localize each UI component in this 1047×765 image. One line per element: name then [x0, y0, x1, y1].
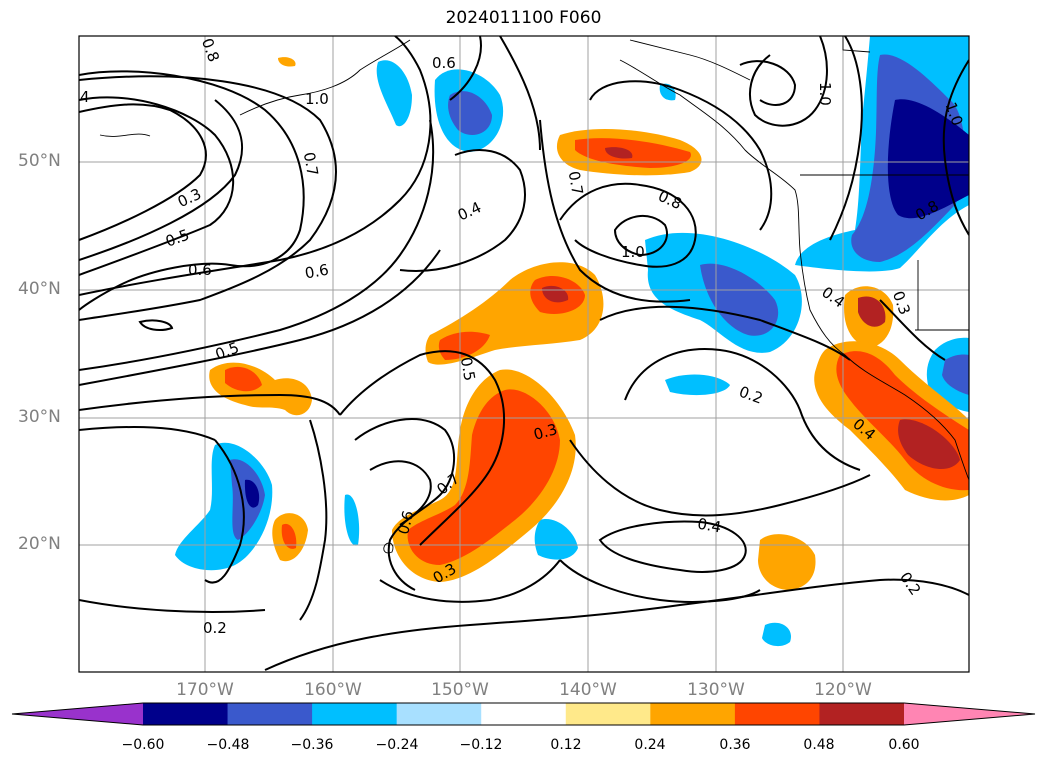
colorbar-tick-label: −0.60 [121, 737, 165, 753]
colorbar-tick-label: −0.24 [375, 737, 419, 753]
contour-label: 0.2 [203, 619, 227, 637]
colorbar-segment [312, 703, 398, 725]
warm-anomaly-socal-darkcore [898, 419, 960, 470]
lat-label: 20°N [18, 534, 61, 554]
contour-label: 0.4 [696, 515, 723, 537]
warm-anomaly-dot-1 [278, 57, 296, 67]
warm-anomaly-west-fill [438, 331, 490, 360]
colorbar [11, 702, 1036, 726]
map-title: 2024011100 F060 [445, 8, 602, 28]
warm-anomaly-west [209, 362, 312, 416]
warm-anomaly-north-core [575, 138, 691, 168]
colorbar-segment [227, 703, 313, 725]
contour-label: 1.0 [305, 90, 329, 108]
colorbar-tick-label: 0.48 [803, 737, 835, 753]
lon-label: 170°W [176, 680, 234, 700]
lat-label: 40°N [18, 279, 61, 299]
graticule [79, 36, 969, 672]
anomaly-fills [175, 36, 969, 647]
colorbar-tick-label: −0.48 [206, 737, 250, 753]
cool-anomaly-small-2 [534, 519, 578, 560]
colorbar-tick-label: 0.60 [888, 737, 920, 753]
colorbar-tick-label: 0.12 [550, 737, 582, 753]
contour-label: 0.6 [303, 261, 330, 283]
colorbar-segment [650, 703, 736, 725]
colorbar-segment [481, 703, 567, 725]
lat-label: 50°N [18, 151, 61, 171]
warm-anomaly-south [758, 534, 816, 590]
cool-anomaly-ne-core [887, 99, 969, 219]
contour-label: 4 [80, 88, 90, 106]
contour-label: 0.4 [818, 283, 848, 311]
cool-anomaly-small-1 [344, 494, 360, 546]
contour-label: 0.5 [457, 356, 479, 383]
contour-label: 0.2 [896, 569, 924, 599]
contour-lines [79, 36, 969, 671]
colorbar-segment [565, 703, 651, 725]
map-plot: 0.8 0.6 1.0 1.0 1.0 0.7 0.3 0.5 0.6 0.6 … [78, 35, 970, 673]
contour-label: 0.6 [432, 54, 456, 72]
cool-anomaly-small-4 [762, 622, 791, 647]
map-frame [78, 35, 970, 673]
warm-anomaly-small-1-core [281, 523, 297, 549]
cool-anomaly-east-coast-core [942, 354, 969, 395]
contour-label: 0.5 [163, 226, 192, 251]
contour-label: 0.8 [655, 187, 684, 213]
colorbar-segment [396, 703, 482, 725]
contour-label: 0.6 [188, 261, 212, 279]
lat-label: 30°N [18, 407, 61, 427]
colorbar-tick-label: 0.36 [719, 737, 751, 753]
contour-label: 0.6 [394, 509, 418, 537]
coastlines [99, 36, 969, 554]
cool-anomaly-aleutian [376, 60, 412, 127]
colorbar-segment [143, 703, 229, 725]
contour-label: 0.3 [532, 420, 560, 444]
cool-anomaly-small-3 [665, 374, 730, 396]
contour-label: 0.2 [737, 383, 766, 408]
contour-label: 0.8 [198, 36, 223, 65]
warm-anomaly-east-coast-core [858, 296, 886, 327]
lon-label: 150°W [431, 680, 489, 700]
contour-label: 1.0 [816, 82, 834, 106]
contour-label: 0.5 [213, 339, 242, 364]
colorbar-extend-low [12, 703, 143, 725]
warm-anomaly-north-darkcore [605, 147, 633, 159]
contour-label: 0.7 [565, 170, 587, 197]
colorbar-tick-label: −0.12 [459, 737, 503, 753]
colorbar-outline [11, 702, 1036, 726]
cool-anomaly-nw-core [448, 91, 492, 135]
lon-label: 120°W [814, 680, 872, 700]
contour-label: 1.0 [621, 243, 645, 261]
warm-anomaly-west-core [225, 366, 262, 392]
lon-label: 140°W [559, 680, 617, 700]
contour-label: 0.7 [300, 151, 322, 178]
colorbar-tick-label: −0.36 [290, 737, 334, 753]
colorbar-segment [734, 703, 820, 725]
colorbar-segment [819, 703, 905, 725]
cool-anomaly-central-core [700, 263, 779, 336]
colorbar-extend-high [904, 703, 1035, 725]
contour-label: 0.4 [455, 198, 484, 224]
lon-label: 160°W [304, 680, 362, 700]
cool-anomaly-sw-darkcore [244, 479, 260, 508]
colorbar-tick-label: 0.24 [634, 737, 666, 753]
lon-label: 130°W [687, 680, 745, 700]
